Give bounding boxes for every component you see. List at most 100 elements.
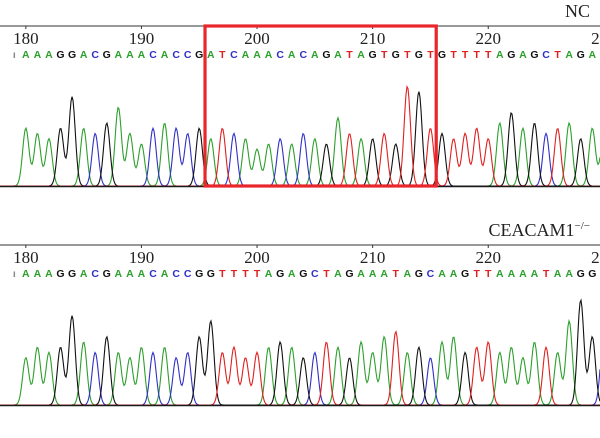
ko-base-letter: A (334, 268, 342, 280)
nc-base-letter: C (172, 49, 180, 61)
nc-label: NC (565, 1, 590, 22)
nc-base-letter: C (149, 49, 157, 61)
ceacam1-ko-label: CEACAM1−/− (489, 220, 590, 241)
ko-base-letter: T (242, 268, 249, 280)
ceacam1-ko-panel: 180190200210220230ıAAAGGACGAAACACCGGTTTT… (0, 219, 600, 438)
ko-base-letter: A (45, 268, 53, 280)
ceacam1-ko-chromatogram: 180190200210220230ıAAAGGACGAAACACCGGTTTT… (0, 244, 600, 407)
nc-base-letter: ı (13, 49, 16, 61)
ceacam1-ko-label-text: CEACAM1 (488, 220, 575, 240)
ko-base-letter: T (254, 268, 261, 280)
ko-base-letter: G (195, 268, 203, 280)
nc-highlight-box (203, 24, 438, 188)
ko-base-letter: T (323, 268, 330, 280)
nc-tick-label: 220 (475, 29, 501, 48)
ko-base-letter: G (577, 268, 585, 280)
ko-base-letter: G (68, 268, 76, 280)
ko-base-letter: T (473, 268, 480, 280)
nc-base-letter: A (588, 49, 596, 61)
nc-base-letter: G (415, 49, 423, 61)
nc-base-letter: C (299, 49, 307, 61)
nc-base-letter: A (496, 49, 504, 61)
nc-panel: 180190200210220230ıAAAGGACGAAACACCGATCAA… (0, 1, 600, 188)
nc-base-letter: T (427, 49, 434, 61)
ko-base-letter: A (80, 268, 88, 280)
nc-base-letter: G (322, 49, 330, 61)
ko-base-letter: A (531, 268, 539, 280)
ko-base-letter: A (369, 268, 377, 280)
ko-base-letter: A (450, 268, 458, 280)
nc-base-letter: G (438, 49, 446, 61)
nc-base-letter: A (519, 49, 527, 61)
nc-base-letter: T (485, 49, 492, 61)
ko-base-letter: G (299, 268, 307, 280)
nc-tick-label: 210 (360, 29, 386, 48)
ko-base-letter: A (288, 268, 296, 280)
nc-base-letter: G (195, 49, 203, 61)
ko-base-letter: G (56, 268, 64, 280)
nc-base-letter: A (207, 49, 215, 61)
nc-label-text: NC (564, 1, 590, 21)
ko-base-letter: C (184, 268, 192, 280)
ko-tick-label: 230 (591, 248, 600, 267)
ko-tick-label: 210 (360, 248, 386, 267)
nc-base-letter: A (22, 49, 30, 61)
ko-tick-label: 180 (13, 248, 39, 267)
nc-base-letter: T (462, 49, 469, 61)
ko-base-letter: C (172, 268, 180, 280)
nc-base-letter: A (242, 49, 250, 61)
ko-base-letter: T (485, 268, 492, 280)
nc-base-letter: C (542, 49, 550, 61)
ko-base-letter: C (427, 268, 435, 280)
nc-base-letter: A (80, 49, 88, 61)
ko-base-letter: A (508, 268, 516, 280)
ko-base-letter: A (380, 268, 388, 280)
ko-base-letter: A (554, 268, 562, 280)
ko-base-letter: T (231, 268, 238, 280)
nc-base-letter: T (450, 49, 457, 61)
nc-base-letter: A (311, 49, 319, 61)
nc-tick-label: 190 (129, 29, 155, 48)
nc-base-letter: A (357, 49, 365, 61)
ko-base-letter: T (543, 268, 550, 280)
ko-base-letter: T (393, 268, 400, 280)
ko-base-letter: ı (13, 268, 16, 280)
nc-base-letter: G (369, 49, 377, 61)
nc-base-letter: A (34, 49, 42, 61)
nc-chromatogram: 180190200210220230ıAAAGGACGAAACACCGATCAA… (0, 24, 600, 188)
ko-tick-label: 220 (475, 248, 501, 267)
ko-tick-label: 190 (129, 248, 155, 267)
ko-base-letter: A (138, 268, 146, 280)
ko-base-letter: G (461, 268, 469, 280)
nc-tick-label: 180 (13, 29, 39, 48)
ko-base-letter: A (115, 268, 123, 280)
ceacam1-ko-label-sup: −/− (574, 220, 590, 232)
ko-base-letter: A (34, 268, 42, 280)
nc-base-letter: C (230, 49, 238, 61)
ko-base-letter: G (103, 268, 111, 280)
ko-base-letter: C (149, 268, 157, 280)
nc-base-letter: T (219, 49, 226, 61)
ko-base-letter: G (588, 268, 596, 280)
nc-base-letter: T (473, 49, 480, 61)
nc-base-letter: A (45, 49, 53, 61)
nc-tick-label: 200 (244, 29, 270, 48)
ko-base-letter: G (207, 268, 215, 280)
ko-base-letter: A (565, 268, 573, 280)
nc-base-letter: G (507, 49, 515, 61)
nc-base-letter: G (530, 49, 538, 61)
nc-base-letter: C (276, 49, 284, 61)
ko-base-letter: A (22, 268, 30, 280)
nc-tick-label: 230 (591, 29, 600, 48)
nc-base-letter: A (565, 49, 573, 61)
ko-base-letter: A (126, 268, 134, 280)
nc-base-letter: A (253, 49, 261, 61)
nc-base-letter: T (404, 49, 411, 61)
ko-base-letter: A (161, 268, 169, 280)
nc-base-letter: A (126, 49, 134, 61)
nc-base-letter: A (288, 49, 296, 61)
ko-base-letter: G (415, 268, 423, 280)
ko-base-letter: A (519, 268, 527, 280)
nc-base-letter: G (56, 49, 64, 61)
